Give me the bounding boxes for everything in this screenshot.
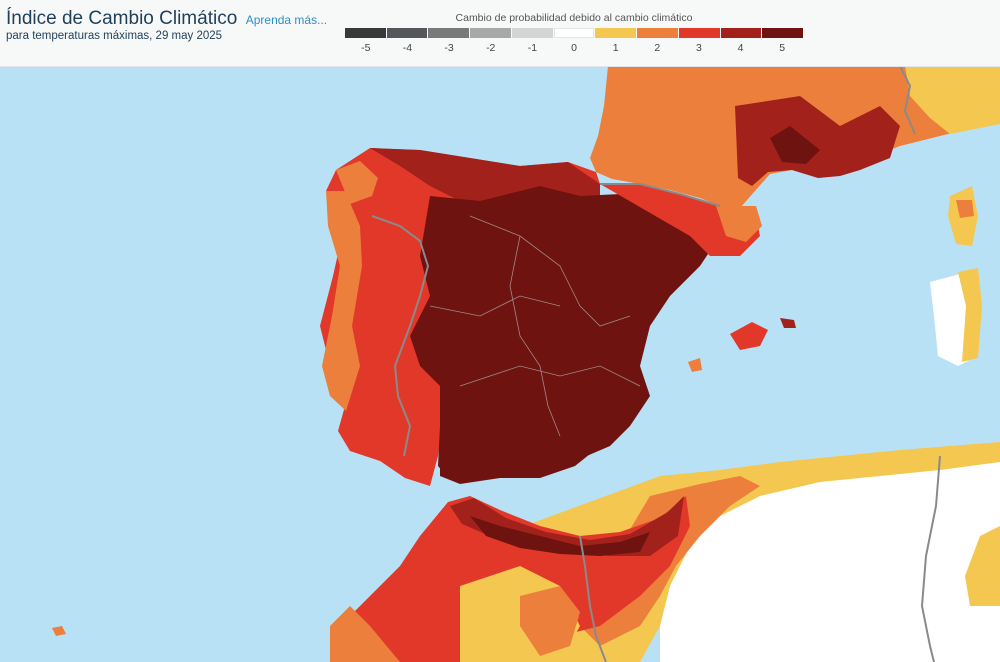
legend-tick: -1 bbox=[527, 42, 538, 54]
region-gulf-lion bbox=[770, 126, 820, 164]
region-iberia-central bbox=[410, 186, 720, 480]
legend-swatch-1 bbox=[595, 28, 637, 38]
region-border bbox=[429, 295, 561, 317]
region-morocco-atlantic bbox=[330, 606, 400, 662]
climate-index-map[interactable] bbox=[0, 66, 1000, 662]
legend-swatch-minus4 bbox=[386, 28, 428, 38]
legend: Cambio de probabilidad debido al cambio … bbox=[345, 12, 804, 54]
region-canary-island bbox=[52, 626, 66, 636]
border-morocco-algeria bbox=[579, 535, 607, 662]
border-france-italy bbox=[899, 66, 916, 135]
region-catalonia-coast bbox=[716, 206, 762, 242]
legend-title: Cambio de probabilidad debido al cambio … bbox=[455, 12, 693, 24]
country-borders bbox=[371, 66, 941, 662]
region-sardinia-east bbox=[958, 268, 982, 362]
region-border bbox=[509, 235, 561, 437]
region-portugal-coast bbox=[322, 191, 362, 411]
legend-tick: -3 bbox=[444, 42, 454, 54]
region-france-south-hot bbox=[735, 96, 900, 186]
legend-swatch-2 bbox=[637, 28, 678, 38]
learn-more-link[interactable]: Aprenda más... bbox=[245, 13, 328, 27]
legend-swatch-0 bbox=[553, 28, 595, 38]
region-alps-yellow bbox=[905, 66, 1000, 134]
legend-swatch-minus1 bbox=[511, 28, 553, 38]
page-title: Índice de Cambio Climático bbox=[6, 8, 238, 29]
region-morocco-mid bbox=[520, 586, 580, 656]
region-menorca bbox=[780, 318, 796, 328]
page-subtitle: para temperaturas máximas, 29 may 2025 bbox=[6, 30, 223, 42]
legend-ticks: -5 -4 -3 -2 -1 0 1 2 3 4 5 bbox=[345, 42, 803, 54]
region-border bbox=[459, 365, 641, 387]
legend-swatches bbox=[345, 28, 804, 38]
legend-swatch-3 bbox=[678, 28, 720, 38]
legend-tick: -5 bbox=[361, 42, 371, 54]
legend-tick: 5 bbox=[779, 42, 786, 54]
legend-tick: 0 bbox=[571, 42, 577, 54]
title-row: Índice de Cambio Climático Aprenda más..… bbox=[6, 8, 327, 30]
border-spain-portugal bbox=[371, 215, 430, 457]
region-corsica-hot bbox=[956, 200, 974, 218]
legend-tick: -4 bbox=[402, 42, 413, 54]
region-catalonia bbox=[600, 184, 760, 256]
legend-tick: 1 bbox=[612, 42, 619, 54]
region-mallorca bbox=[730, 322, 768, 350]
legend-tick: 2 bbox=[654, 42, 661, 54]
border-spain-france bbox=[600, 183, 721, 207]
legend-swatch-minus2 bbox=[470, 28, 511, 38]
region-borders bbox=[429, 215, 641, 437]
legend-swatch-5 bbox=[762, 28, 804, 38]
region-border bbox=[469, 215, 631, 327]
legend-swatch-minus3 bbox=[428, 28, 470, 38]
region-tunisia-coast bbox=[965, 526, 1000, 606]
legend-tick: -2 bbox=[486, 42, 496, 54]
legend-swatch-4 bbox=[720, 28, 762, 38]
legend-tick: 4 bbox=[737, 42, 744, 54]
region-rif-peak bbox=[470, 516, 650, 556]
border-algeria-tunisia bbox=[920, 455, 941, 662]
legend-tick: 3 bbox=[696, 42, 702, 54]
header-bar: Índice de Cambio Climático Aprenda más..… bbox=[0, 0, 1000, 67]
region-ibiza bbox=[688, 358, 702, 372]
region-andalusia bbox=[440, 396, 600, 484]
legend-swatch-minus5 bbox=[345, 28, 386, 38]
region-galicia bbox=[336, 161, 378, 204]
